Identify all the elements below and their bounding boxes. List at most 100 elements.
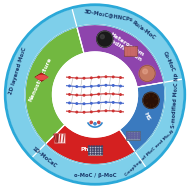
- Circle shape: [143, 92, 159, 108]
- Polygon shape: [35, 73, 48, 81]
- Circle shape: [96, 148, 97, 149]
- Circle shape: [130, 135, 131, 136]
- Circle shape: [101, 146, 102, 147]
- Circle shape: [127, 137, 128, 139]
- Text: S-modified Mo₂C NP: S-modified Mo₂C NP: [171, 72, 180, 128]
- FancyBboxPatch shape: [88, 146, 102, 155]
- Circle shape: [99, 153, 100, 154]
- Circle shape: [98, 85, 99, 86]
- Circle shape: [96, 146, 97, 147]
- Circle shape: [25, 25, 165, 164]
- Circle shape: [83, 103, 85, 105]
- Circle shape: [139, 65, 155, 81]
- Circle shape: [112, 76, 114, 78]
- Circle shape: [120, 102, 121, 104]
- Circle shape: [138, 137, 140, 139]
- Circle shape: [120, 94, 121, 95]
- Circle shape: [97, 31, 113, 47]
- Circle shape: [100, 35, 104, 39]
- Circle shape: [83, 77, 85, 79]
- Circle shape: [90, 121, 92, 124]
- Text: 1D-MoCaC: 1D-MoCaC: [31, 146, 58, 169]
- Circle shape: [96, 153, 97, 154]
- Circle shape: [133, 137, 134, 139]
- Circle shape: [91, 151, 92, 152]
- Circle shape: [76, 94, 78, 96]
- Text: 2D layered Mo₂C: 2D layered Mo₂C: [8, 47, 27, 95]
- Circle shape: [138, 133, 140, 134]
- Circle shape: [99, 146, 100, 147]
- Circle shape: [98, 121, 100, 124]
- Text: Ru/a-MoC: Ru/a-MoC: [131, 19, 156, 40]
- Circle shape: [105, 84, 107, 86]
- Wedge shape: [46, 125, 135, 164]
- Circle shape: [98, 102, 99, 103]
- Circle shape: [112, 110, 114, 112]
- Circle shape: [76, 111, 78, 113]
- FancyBboxPatch shape: [124, 46, 137, 56]
- Circle shape: [69, 85, 70, 87]
- Circle shape: [76, 103, 78, 104]
- Circle shape: [98, 76, 99, 78]
- Circle shape: [127, 133, 128, 134]
- Circle shape: [69, 111, 70, 112]
- Circle shape: [105, 110, 107, 112]
- Circle shape: [89, 146, 90, 147]
- Circle shape: [105, 93, 107, 94]
- Circle shape: [143, 69, 147, 74]
- Circle shape: [112, 93, 114, 95]
- Circle shape: [135, 133, 137, 134]
- Circle shape: [89, 151, 90, 152]
- Circle shape: [94, 148, 95, 149]
- Circle shape: [130, 137, 131, 139]
- Circle shape: [91, 146, 92, 147]
- Circle shape: [94, 153, 95, 154]
- Text: 3D-Mo₂C@HNCPs: 3D-Mo₂C@HNCPs: [84, 8, 134, 22]
- Circle shape: [101, 153, 102, 154]
- FancyBboxPatch shape: [126, 131, 140, 140]
- Circle shape: [94, 146, 95, 147]
- Circle shape: [98, 110, 99, 112]
- Circle shape: [105, 76, 107, 77]
- Circle shape: [91, 94, 92, 96]
- Text: Heteroatom
modification: Heteroatom modification: [105, 31, 146, 63]
- Text: Co-MoC: Co-MoC: [162, 50, 176, 73]
- Circle shape: [99, 151, 100, 152]
- Wedge shape: [25, 27, 84, 144]
- Circle shape: [76, 86, 78, 87]
- Text: Coupling of MoC and Mo₂N: Coupling of MoC and Mo₂N: [124, 129, 175, 177]
- Circle shape: [130, 133, 131, 134]
- Circle shape: [133, 135, 134, 136]
- Text: HS: HS: [142, 111, 150, 121]
- Circle shape: [101, 151, 102, 152]
- Circle shape: [133, 133, 134, 134]
- FancyBboxPatch shape: [54, 133, 65, 143]
- Circle shape: [83, 86, 85, 88]
- Circle shape: [99, 148, 100, 149]
- Circle shape: [112, 102, 114, 103]
- Circle shape: [76, 77, 78, 79]
- Circle shape: [101, 148, 102, 149]
- Text: Phase: Phase: [80, 147, 100, 152]
- Circle shape: [91, 86, 92, 87]
- Circle shape: [91, 77, 92, 79]
- Circle shape: [5, 5, 185, 184]
- Wedge shape: [77, 25, 164, 87]
- Circle shape: [98, 93, 99, 95]
- Circle shape: [69, 102, 70, 104]
- Circle shape: [96, 151, 97, 152]
- Circle shape: [120, 111, 121, 112]
- Circle shape: [52, 52, 138, 137]
- Circle shape: [91, 148, 92, 149]
- Circle shape: [94, 123, 96, 125]
- Circle shape: [83, 94, 85, 96]
- Text: o-MoC / β-MoC: o-MoC / β-MoC: [74, 173, 116, 178]
- Circle shape: [89, 148, 90, 149]
- Circle shape: [91, 153, 92, 154]
- Circle shape: [69, 77, 70, 78]
- Circle shape: [83, 112, 85, 113]
- Text: Nanostructure: Nanostructure: [28, 57, 53, 103]
- Circle shape: [127, 135, 128, 136]
- Circle shape: [91, 103, 92, 104]
- Circle shape: [112, 85, 114, 86]
